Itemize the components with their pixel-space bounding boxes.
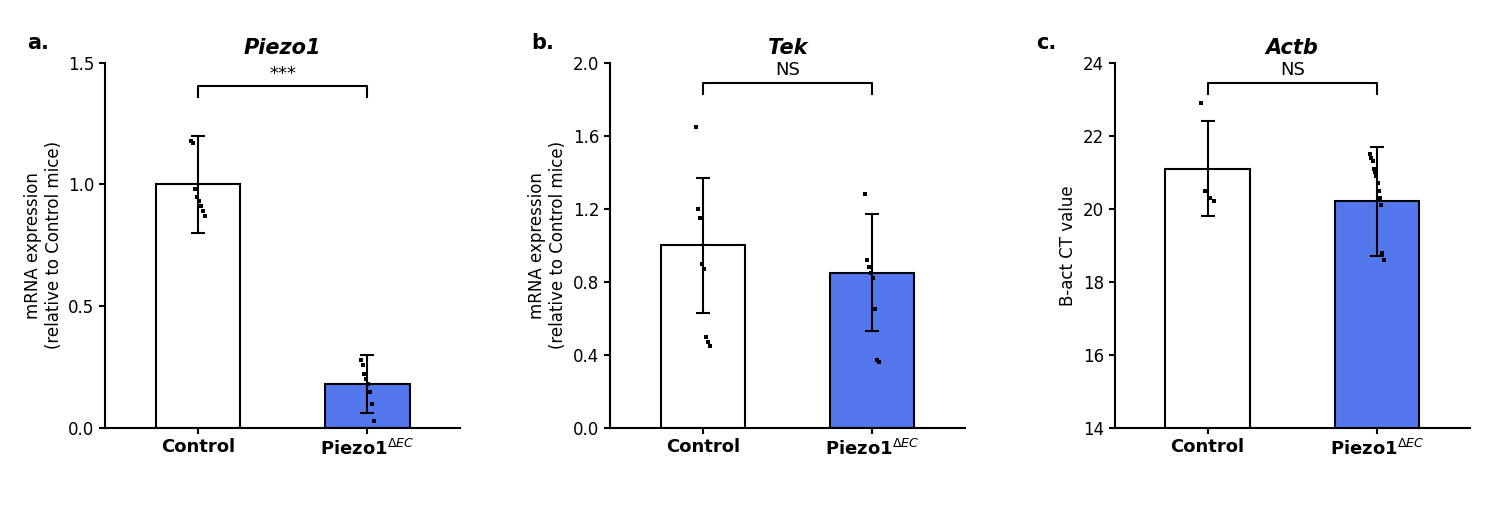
Point: [1370, 201, 1394, 209]
Bar: [660, 245, 746, 428]
Point: [1364, 168, 1388, 176]
Point: [1203, 197, 1227, 206]
Point: [862, 305, 886, 313]
Title: Actb: Actb: [1266, 38, 1318, 58]
Text: b.: b.: [531, 33, 555, 53]
Point: [1365, 179, 1389, 187]
Point: [1362, 164, 1386, 173]
Point: [688, 214, 712, 222]
Point: [1371, 248, 1395, 257]
Point: [1198, 194, 1222, 202]
Y-axis label: B-act CT value: B-act CT value: [1059, 185, 1077, 306]
Bar: [830, 272, 915, 428]
Point: [853, 190, 877, 198]
Point: [861, 274, 885, 282]
Point: [1366, 186, 1390, 195]
Text: NS: NS: [1280, 61, 1305, 79]
Text: a.: a.: [27, 33, 48, 53]
Point: [690, 259, 714, 268]
Point: [1358, 150, 1382, 158]
Point: [348, 355, 372, 364]
Text: NS: NS: [776, 61, 800, 79]
Point: [684, 123, 708, 131]
Point: [1365, 172, 1389, 180]
Point: [1190, 99, 1214, 107]
Point: [362, 417, 386, 425]
Point: [190, 207, 214, 216]
Point: [856, 263, 880, 271]
Point: [189, 202, 213, 210]
Y-axis label: mRNA expression
(relative to Control mice): mRNA expression (relative to Control mic…: [528, 141, 567, 349]
Point: [686, 205, 709, 213]
Point: [859, 268, 883, 277]
Bar: [1335, 201, 1419, 522]
Point: [867, 358, 891, 366]
Point: [357, 380, 381, 388]
Point: [692, 265, 715, 274]
Point: [183, 185, 207, 194]
Point: [1194, 186, 1218, 195]
Bar: [326, 384, 410, 428]
Point: [180, 136, 204, 145]
Point: [352, 370, 376, 378]
Point: [1368, 194, 1392, 202]
Point: [358, 387, 382, 396]
Text: c.: c.: [1036, 33, 1056, 53]
Point: [1371, 256, 1395, 264]
Bar: [156, 184, 240, 428]
Point: [188, 197, 211, 206]
Text: ***: ***: [268, 65, 296, 83]
Point: [696, 338, 720, 347]
Point: [698, 341, 721, 350]
Point: [194, 212, 217, 220]
Point: [1360, 157, 1384, 165]
Bar: [1166, 169, 1250, 522]
Point: [182, 139, 206, 147]
Title: Tek: Tek: [768, 38, 807, 58]
Point: [184, 193, 209, 201]
Point: [865, 356, 889, 364]
Point: [351, 361, 375, 369]
Y-axis label: mRNA expression
(relative to Control mice): mRNA expression (relative to Control mic…: [24, 141, 63, 349]
Point: [354, 375, 378, 384]
Point: [855, 256, 879, 264]
Point: [694, 333, 718, 341]
Title: Piezo1: Piezo1: [244, 38, 321, 58]
Point: [360, 399, 384, 408]
Point: [1359, 153, 1383, 162]
